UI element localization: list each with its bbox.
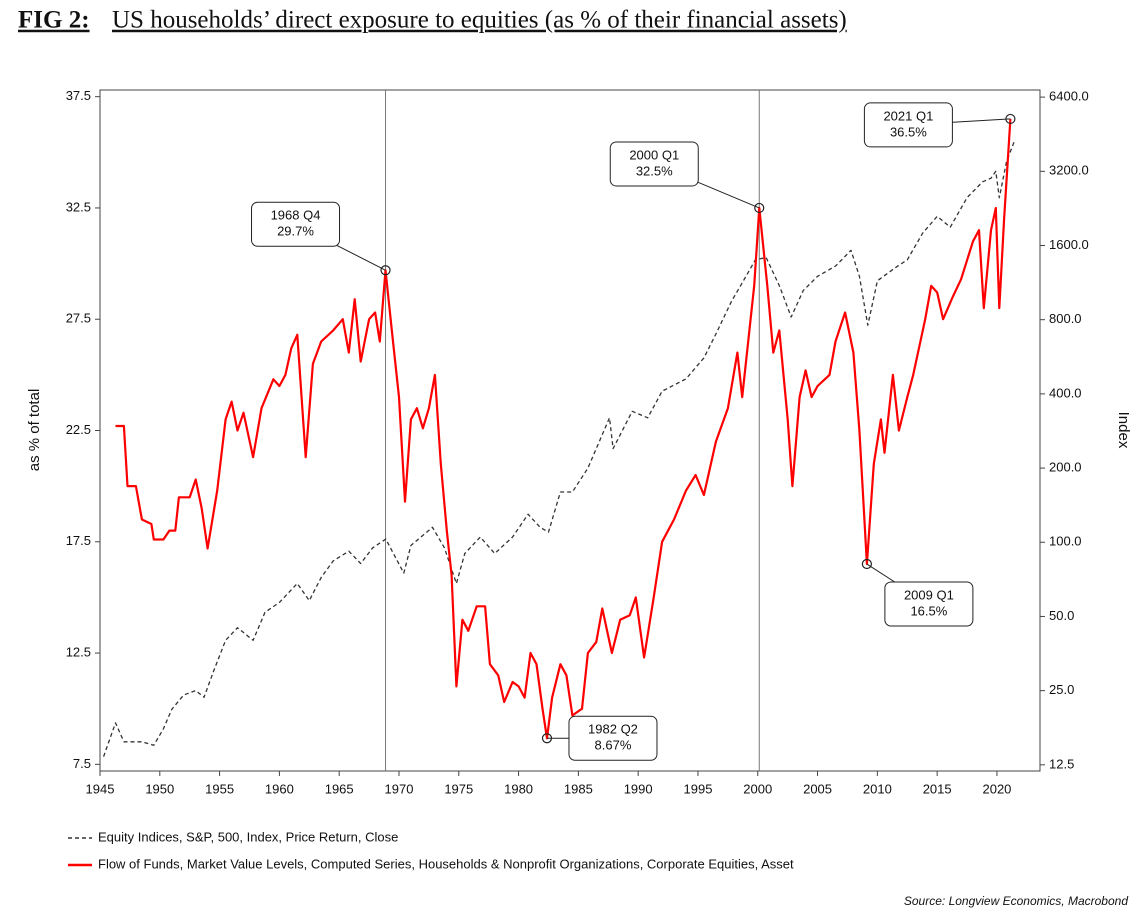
annotation-label: 29.7%: [277, 224, 314, 239]
x-tick-label: 1985: [564, 781, 593, 796]
annotation-box: [568, 715, 658, 761]
y2-tick-label: 6400.0: [1049, 89, 1089, 104]
annotation-point: [754, 202, 765, 214]
x-tick-label: 1945: [86, 781, 115, 796]
annotation-point: [1005, 113, 1016, 125]
annotation-label: 32.5%: [636, 163, 673, 178]
y-tick-label: 32.5: [66, 199, 91, 214]
annotation-box: [884, 581, 974, 627]
annotation-label: 8.67%: [595, 738, 632, 753]
y2-tick-label: 800.0: [1049, 311, 1082, 326]
legend-label: Flow of Funds, Market Value Levels, Comp…: [98, 856, 794, 871]
x-tick-label: 1980: [504, 781, 533, 796]
x-tick-label: 1955: [205, 781, 234, 796]
source: Source: Longview Economics, Macrobond: [904, 894, 1128, 908]
y2-tick-label: 25.0: [1049, 682, 1074, 697]
x-tick-label: 1950: [145, 781, 174, 796]
annotation-label: 36.5%: [890, 124, 927, 139]
chart-title: US households’ direct exposure to equiti…: [112, 7, 847, 34]
annotation-label: 2021 Q1: [883, 108, 933, 123]
y2-tick-label: 200.0: [1049, 460, 1082, 475]
data-line: [115, 118, 1012, 740]
annotation-box: [863, 102, 953, 148]
x-tick-label: 2000: [743, 781, 772, 796]
annotation-label: 1968 Q4: [271, 208, 321, 223]
annotation-label: 2009 Q1: [904, 587, 954, 602]
figure-label: FIG 2:: [18, 7, 90, 34]
annotation-label: 16.5%: [910, 603, 947, 618]
y2-axis-label: Index: [1115, 412, 1132, 449]
y2-tick-label: 3200.0: [1049, 163, 1089, 178]
y-tick-label: 12.5: [66, 644, 91, 659]
dashed-line: [102, 139, 1016, 757]
y2-tick-label: 400.0: [1049, 385, 1082, 400]
annotation-box: [251, 201, 341, 247]
annotation-point: [380, 265, 391, 276]
y2-tick-label: 50.0: [1049, 608, 1074, 623]
x-tick-label: 1960: [265, 781, 294, 796]
y-tick-label: 37.5: [66, 88, 91, 103]
x-tick-label: 1975: [444, 781, 473, 796]
x-tick-label: 2020: [982, 781, 1011, 796]
annotation-label: 2000 Q1: [629, 147, 679, 162]
y-axis-label: as % of total: [26, 389, 43, 472]
y2-tick-label: 100.0: [1049, 534, 1082, 549]
y-tick-label: 22.5: [66, 422, 91, 437]
x-tick-label: 2015: [923, 781, 952, 796]
x-tick-label: 1970: [385, 781, 414, 796]
y-tick-label: 7.5: [73, 756, 91, 771]
annotation-label: 1982 Q2: [588, 722, 638, 737]
annotation-point: [541, 733, 553, 744]
annotation-point: [861, 558, 872, 570]
annotation-box: [609, 141, 699, 187]
y-tick-label: 17.5: [66, 533, 91, 548]
x-tick-label: 1990: [624, 781, 653, 796]
x-tick-label: 1965: [325, 781, 354, 796]
x-tick-label: 1995: [684, 781, 713, 796]
legend-label: Equity Indices, S&P, 500, Index, Price R…: [98, 829, 398, 844]
y2-tick-label: 1600.0: [1049, 237, 1089, 252]
y-tick-label: 27.5: [66, 311, 91, 326]
x-tick-label: 2010: [863, 781, 892, 796]
x-tick-label: 2005: [803, 781, 832, 796]
y2-tick-label: 12.5: [1049, 756, 1074, 771]
